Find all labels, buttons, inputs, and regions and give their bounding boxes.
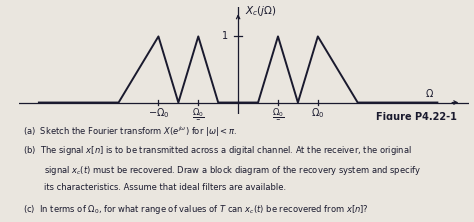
Text: signal $x_c(t)$ must be recovered. Draw a block diagram of the recovery system a: signal $x_c(t)$ must be recovered. Draw … (44, 164, 421, 177)
Text: its characteristics. Assume that ideal filters are available.: its characteristics. Assume that ideal f… (44, 183, 286, 192)
Text: (a)  Sketch the Fourier transform $X(e^{j\omega})$ for $|\omega| < \pi$.: (a) Sketch the Fourier transform $X(e^{j… (23, 125, 237, 139)
Text: $-\Omega_0$: $-\Omega_0$ (147, 107, 169, 120)
Text: (c)  In terms of $\Omega_0$, for what range of values of $T$ can $x_c(t)$ be rec: (c) In terms of $\Omega_0$, for what ran… (23, 203, 369, 216)
Text: $\Omega_0$: $\Omega_0$ (311, 107, 325, 120)
Text: $\dfrac{\Omega_0}{2}$: $\dfrac{\Omega_0}{2}$ (192, 107, 204, 129)
Text: (b)  The signal $x[n]$ is to be transmitted across a digital channel. At the rec: (b) The signal $x[n]$ is to be transmitt… (23, 144, 412, 157)
Text: 1: 1 (222, 32, 228, 42)
Text: $\dfrac{\Omega_0}{2}$: $\dfrac{\Omega_0}{2}$ (272, 107, 284, 129)
Text: $\Omega$: $\Omega$ (425, 87, 434, 99)
Text: Figure P4.22-1: Figure P4.22-1 (376, 113, 457, 123)
Text: $X_c(j\Omega)$: $X_c(j\Omega)$ (246, 4, 277, 18)
